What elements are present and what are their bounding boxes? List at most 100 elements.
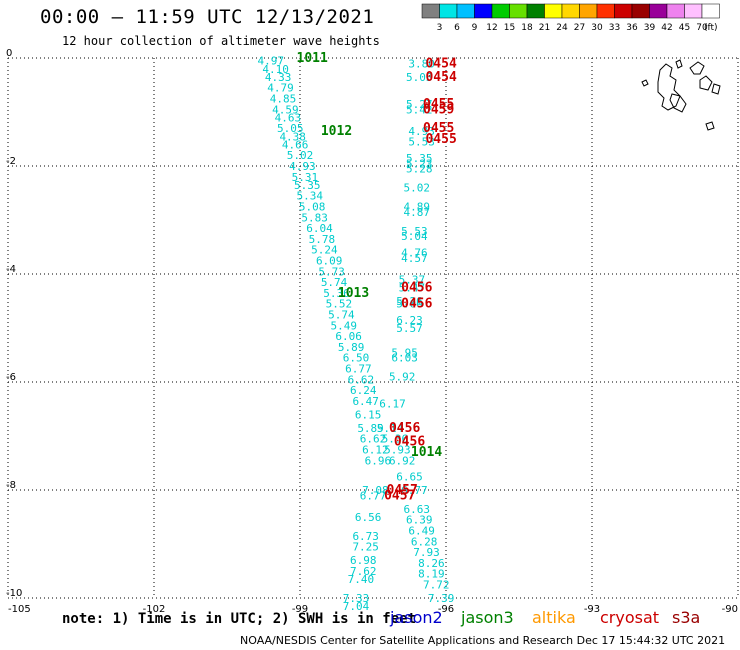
colorbar-swatch xyxy=(421,3,440,19)
swh_track_A-label: 4.85 xyxy=(270,93,297,106)
colorbar-label: 24 xyxy=(556,23,568,33)
swh_track_A-label: 5.83 xyxy=(301,211,328,224)
colorbar-swatch xyxy=(561,3,580,19)
swh_track_A-label: 5.31 xyxy=(292,171,319,184)
colorbar-label: 27 xyxy=(574,23,585,33)
swh_track_B-label: 8.26 xyxy=(418,557,445,570)
colorbar-label: 18 xyxy=(521,23,533,33)
x-tick-label: -90 xyxy=(722,604,738,615)
colorbar-label: 15 xyxy=(504,23,515,33)
swh_track_A-label: 5.36 xyxy=(323,287,350,300)
swh_track_B-label: 5.28 xyxy=(406,163,433,176)
y-tick-label: -4 xyxy=(6,264,16,275)
swh_track_A-label: 5.74 xyxy=(321,276,348,289)
swh_track_A-label: 6.47 xyxy=(352,395,379,408)
colorbar-swatch xyxy=(456,3,475,19)
swh_track_B-label: 5.00 xyxy=(396,298,423,311)
colorbar-swatch xyxy=(544,3,563,19)
swh_track_A-label: 4.66 xyxy=(282,138,309,151)
colorbar-swatch xyxy=(614,3,633,19)
colorbar-label: 21 xyxy=(539,23,550,33)
swh_track_B-label: 6.39 xyxy=(406,514,433,527)
swh_track_B-label: 6.23 xyxy=(396,314,423,327)
swh_track_A-label: 6.50 xyxy=(343,352,370,365)
swh_track_B-label: 7.93 xyxy=(413,546,440,559)
colorbar-swatch xyxy=(596,3,615,19)
swh_track_A-label: 6.62 xyxy=(360,433,387,446)
colorbar-swatch xyxy=(684,3,703,19)
y-tick-label: -6 xyxy=(6,372,16,383)
colorbar-swatch xyxy=(649,3,668,19)
jason3_time-label: 1013 xyxy=(338,286,369,301)
data-labels: 4.974.104.334.794.854.594.635.054.384.66… xyxy=(258,51,457,613)
swh_track_B-label: 4.89 xyxy=(404,201,431,214)
colorbar-label: 30 xyxy=(591,23,603,33)
swh_track_B-label: 5.35 xyxy=(406,152,433,165)
swh_track_A-label: 4.97 xyxy=(258,55,285,68)
swh_track_B-label: 7.72 xyxy=(423,579,450,592)
colorbar-swatch xyxy=(701,3,720,19)
swh_track_B-label: 5.42 xyxy=(406,103,433,116)
swh_track_A-label: 6.12 xyxy=(362,444,389,457)
colorbar-swatch xyxy=(509,3,528,19)
y-tick-label: -2 xyxy=(6,156,16,167)
swh_track_B-label: 6.77 xyxy=(401,484,428,497)
swh_track_A-label: 7.40 xyxy=(348,573,375,586)
legend-jason2: jason2 xyxy=(390,608,443,627)
swh_track_A-label: 6.56 xyxy=(355,511,382,524)
swh_track_A-label: 5.78 xyxy=(309,233,336,246)
swh_track_B-label: 6.65 xyxy=(396,471,423,484)
swh_track_B-label: 5.53 xyxy=(401,225,428,238)
swh_track_B-label: 4.87 xyxy=(404,206,431,219)
cryosat_time-label: 0456 xyxy=(394,434,425,449)
swh_track_B-label: 5.95 xyxy=(391,346,418,359)
colorbar-swatch xyxy=(439,3,458,19)
swh_track_B-label: 4.93 xyxy=(408,125,435,138)
colorbar-label: 6 xyxy=(454,23,460,33)
x-tick-label: -102 xyxy=(143,604,166,615)
colorbar-label: 36 xyxy=(626,23,638,33)
swh_track_B-label: 3.80 xyxy=(408,57,435,70)
swh_track_B-label: 6.49 xyxy=(408,525,435,538)
swh_track_A-label: 6.96 xyxy=(365,454,392,467)
swh_track_B-label: 5.37 xyxy=(399,273,426,286)
swh_track_B-label: 7.39 xyxy=(428,592,455,605)
colorbar-label: 39 xyxy=(644,23,656,33)
x-tick-label: -99 xyxy=(292,604,308,615)
swh_track_A-label: 6.77 xyxy=(345,363,372,376)
swh_track_B-label: 5.04 xyxy=(401,230,428,243)
swh_track_A-label: 7.25 xyxy=(352,541,379,554)
swh_track_B-label: 5.14 xyxy=(377,422,404,435)
swh_track_A-label: 7.04 xyxy=(343,600,370,613)
swh_track_A-label: 6.98 xyxy=(350,554,377,567)
island-outline xyxy=(689,61,705,75)
chart-subtitle: 12 hour collection of altimeter wave hei… xyxy=(62,34,380,48)
colorbar-label: 45 xyxy=(679,23,690,33)
galapagos-coastline xyxy=(641,59,721,131)
swh_track_A-label: 6.77 xyxy=(360,489,387,502)
swh_track_A-label: 5.34 xyxy=(296,190,323,203)
swh_track_B-label: 5.36 xyxy=(382,433,409,446)
swh_track_A-label: 5.08 xyxy=(299,201,326,214)
swh_track_B-label: 5.93 xyxy=(384,444,411,457)
colorbar-swatch xyxy=(491,3,510,19)
swh_track_A-label: 6.04 xyxy=(306,222,333,235)
cryosat_time-label: 0459 xyxy=(423,102,454,117)
swh_track_A-label: 4.59 xyxy=(272,103,299,116)
island-outline xyxy=(711,83,721,95)
swh_track_B-label: 6.63 xyxy=(404,503,431,516)
swh_track_A-label: 5.89 xyxy=(338,341,365,354)
cryosat_time-label: 0456 xyxy=(401,281,432,296)
swh_track_B-label: 6.28 xyxy=(411,535,438,548)
jason3_time-label: 1012 xyxy=(321,124,352,139)
island-outline xyxy=(675,59,683,69)
island-outline xyxy=(669,93,687,113)
cryosat_time-label: 0455 xyxy=(423,121,454,136)
swh_track_A-label: 5.05 xyxy=(277,122,304,135)
swh_track_A-label: 6.24 xyxy=(350,384,377,397)
cryosat_time-label: 0454 xyxy=(425,56,456,71)
cryosat_time-label: 0455 xyxy=(423,97,454,112)
colorbar-swatch xyxy=(666,3,685,19)
swh_track_A-label: 4.10 xyxy=(262,63,289,76)
